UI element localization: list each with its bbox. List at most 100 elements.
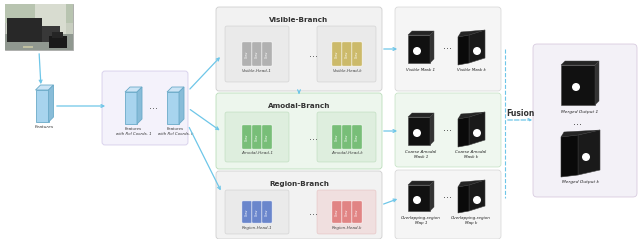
Polygon shape (137, 87, 142, 124)
Bar (35, 4, 65, 34)
Polygon shape (561, 130, 600, 137)
FancyBboxPatch shape (262, 201, 272, 223)
Text: ...: ... (442, 190, 451, 200)
FancyBboxPatch shape (262, 42, 272, 66)
FancyBboxPatch shape (102, 71, 188, 145)
Text: ...: ... (573, 117, 582, 127)
Bar (5, 4, 73, 50)
Text: Overlapping-region
Map 1: Overlapping-region Map 1 (401, 216, 441, 225)
Text: Visible Mask k: Visible Mask k (456, 68, 485, 72)
Text: Coarse Amodal
Mask k: Coarse Amodal Mask k (456, 150, 486, 159)
Circle shape (473, 129, 481, 137)
FancyBboxPatch shape (262, 125, 272, 149)
Polygon shape (561, 135, 578, 177)
Text: Visible Mask 1: Visible Mask 1 (406, 68, 436, 72)
FancyBboxPatch shape (225, 190, 289, 234)
Text: Region-Head-k: Region-Head-k (332, 226, 362, 229)
FancyBboxPatch shape (216, 93, 382, 169)
Polygon shape (561, 65, 595, 105)
Text: Overlapping-region
Map k: Overlapping-region Map k (451, 216, 491, 225)
FancyBboxPatch shape (352, 42, 362, 66)
FancyBboxPatch shape (352, 201, 362, 223)
FancyBboxPatch shape (332, 42, 342, 66)
Polygon shape (458, 30, 485, 37)
Text: Conv: Conv (345, 133, 349, 141)
Text: ...: ... (150, 101, 159, 111)
Polygon shape (458, 185, 469, 213)
Text: Coarse Amodal
Mask 1: Coarse Amodal Mask 1 (405, 150, 436, 159)
Circle shape (413, 196, 421, 204)
Polygon shape (179, 87, 184, 124)
Polygon shape (430, 31, 434, 63)
FancyBboxPatch shape (225, 26, 289, 82)
FancyBboxPatch shape (242, 42, 252, 66)
Text: Amodal-Head-1: Amodal-Head-1 (241, 152, 273, 156)
Text: Conv: Conv (335, 208, 339, 216)
Polygon shape (408, 117, 430, 145)
Text: Merged Output k: Merged Output k (561, 180, 598, 184)
Text: Conv: Conv (335, 133, 339, 141)
Text: Conv: Conv (265, 133, 269, 141)
FancyBboxPatch shape (242, 201, 252, 223)
Polygon shape (35, 85, 54, 90)
Text: Conv: Conv (335, 50, 339, 58)
Text: Fusion: Fusion (506, 109, 534, 118)
Text: Conv: Conv (265, 50, 269, 58)
Text: Merged Output 1: Merged Output 1 (561, 110, 598, 114)
Polygon shape (469, 112, 485, 145)
Polygon shape (167, 92, 179, 124)
Text: Features
with RoI Coords. k: Features with RoI Coords. k (158, 127, 193, 136)
Text: ...: ... (310, 49, 319, 59)
Text: Features
with RoI Coords. 1: Features with RoI Coords. 1 (116, 127, 151, 136)
Polygon shape (578, 130, 600, 175)
FancyBboxPatch shape (317, 26, 376, 82)
Text: Conv: Conv (255, 133, 259, 141)
Text: ...: ... (442, 41, 451, 51)
Polygon shape (430, 181, 434, 211)
FancyBboxPatch shape (216, 171, 382, 239)
Text: Amodal-Head-k: Amodal-Head-k (331, 152, 363, 156)
Polygon shape (49, 85, 54, 122)
Polygon shape (458, 35, 469, 65)
Circle shape (473, 196, 481, 204)
Text: Conv: Conv (355, 133, 359, 141)
Text: Conv: Conv (255, 208, 259, 216)
Text: Conv: Conv (345, 208, 349, 216)
FancyBboxPatch shape (252, 201, 262, 223)
Text: Region-Head-1: Region-Head-1 (242, 226, 272, 229)
Text: Visible-Head-k: Visible-Head-k (332, 69, 362, 72)
FancyBboxPatch shape (216, 7, 382, 91)
Polygon shape (430, 113, 434, 145)
Polygon shape (125, 87, 142, 92)
Polygon shape (458, 112, 485, 119)
Text: Conv: Conv (355, 208, 359, 216)
Polygon shape (408, 181, 434, 185)
Polygon shape (167, 87, 184, 92)
Polygon shape (595, 61, 599, 105)
Bar (5, 4, 73, 23)
Text: Visible-Head-1: Visible-Head-1 (242, 69, 272, 72)
Circle shape (413, 129, 421, 137)
Polygon shape (469, 30, 485, 63)
Polygon shape (458, 180, 485, 187)
FancyBboxPatch shape (395, 7, 501, 91)
Text: Conv: Conv (245, 208, 249, 216)
Bar (23, 46, 33, 48)
Text: Visible-Branch: Visible-Branch (269, 17, 328, 23)
FancyBboxPatch shape (395, 170, 501, 239)
Text: ...: ... (310, 207, 319, 217)
Polygon shape (408, 113, 434, 117)
Circle shape (572, 83, 580, 91)
FancyBboxPatch shape (332, 201, 342, 223)
FancyBboxPatch shape (225, 112, 289, 162)
Bar (5, 34, 73, 50)
Text: Amodal-Branch: Amodal-Branch (268, 103, 330, 109)
Text: Conv: Conv (265, 208, 269, 216)
FancyBboxPatch shape (332, 125, 342, 149)
Text: Conv: Conv (345, 50, 349, 58)
FancyBboxPatch shape (252, 42, 262, 66)
Polygon shape (408, 31, 434, 35)
Text: ...: ... (442, 123, 451, 133)
Bar (52, 32, 63, 38)
FancyBboxPatch shape (242, 125, 252, 149)
